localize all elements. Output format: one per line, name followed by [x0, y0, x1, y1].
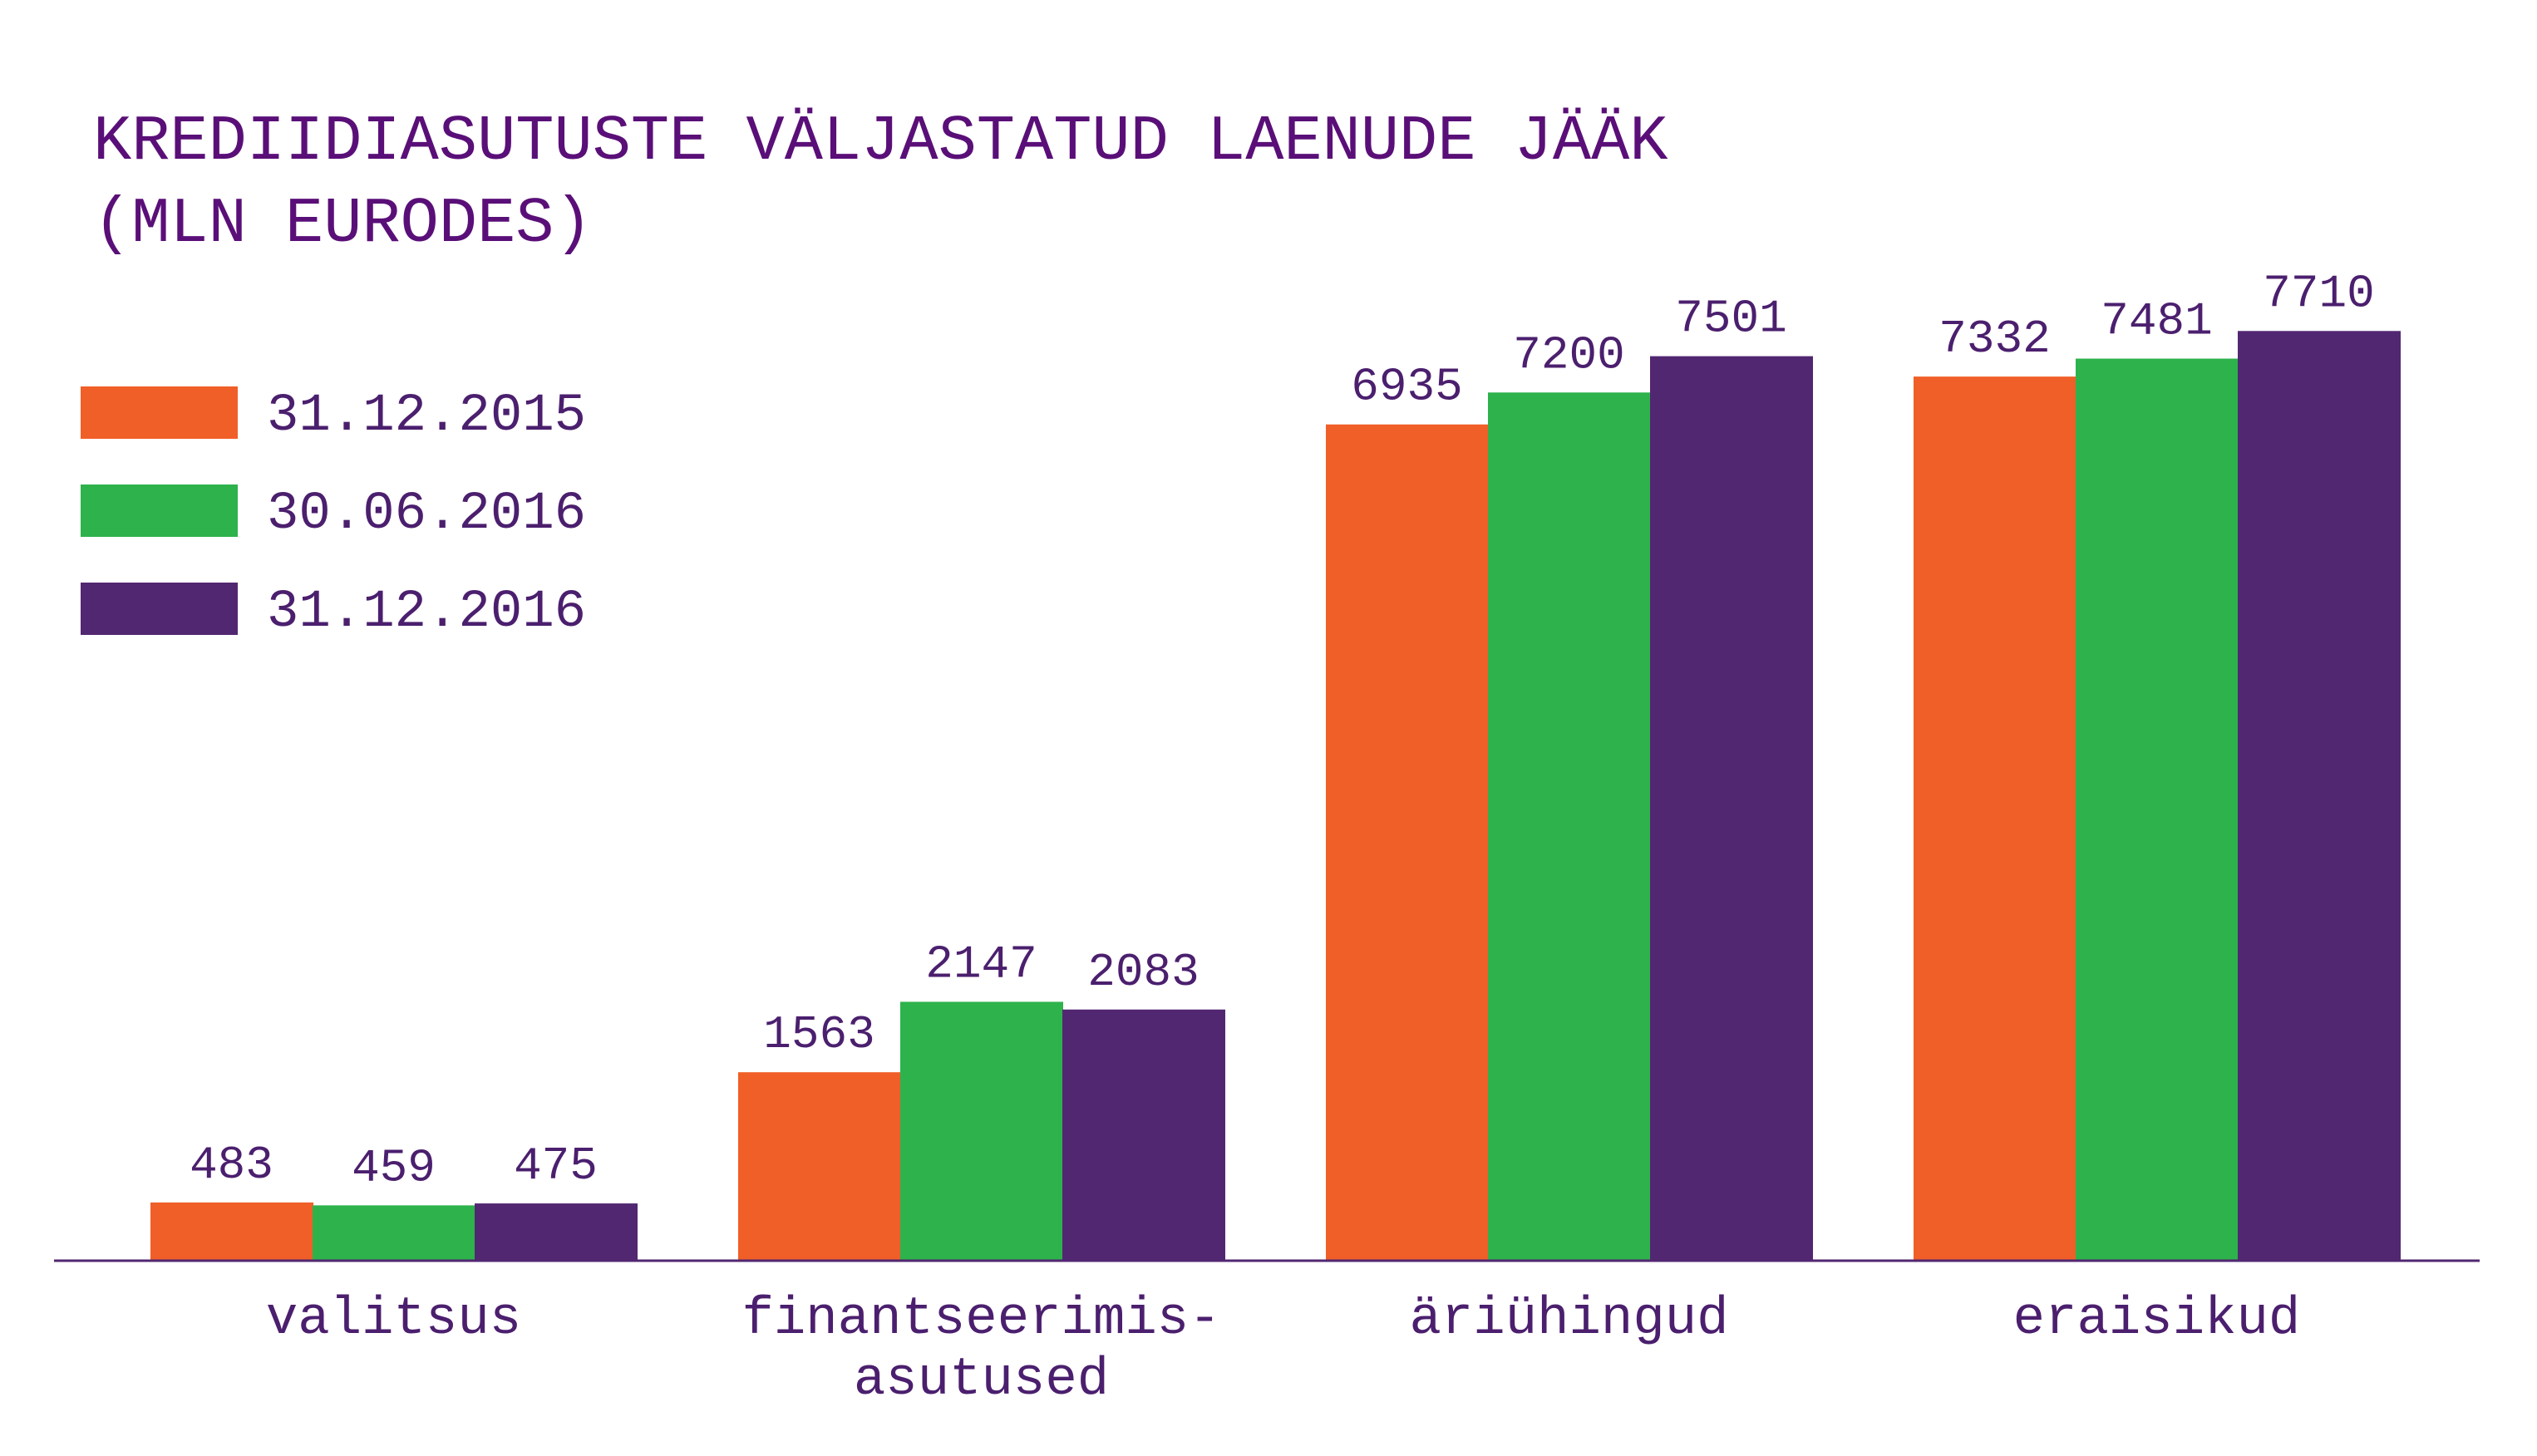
- legend-label: 31.12.2015: [267, 386, 586, 446]
- data-label: 1563: [763, 1008, 874, 1061]
- bar: [1914, 376, 2076, 1261]
- category-label: finantseerimis-: [741, 1290, 1220, 1350]
- bars: 483 1563 6935 7332 459 2147 7200 7481 475 2083 750…: [150, 267, 2401, 1262]
- bar: [900, 1001, 1063, 1261]
- legend-swatch: [81, 386, 238, 439]
- data-label: 2083: [1087, 946, 1199, 999]
- data-label: 483: [190, 1139, 273, 1192]
- legend-label: 30.06.2016: [267, 485, 586, 544]
- data-label: 7501: [1675, 293, 1786, 346]
- legend: 31.12.2015 30.06.2016 31.12.2016: [81, 386, 586, 642]
- category-label: valitsus: [266, 1290, 521, 1350]
- category-label: äriühingud: [1409, 1290, 1728, 1350]
- bar: [1062, 1009, 1225, 1261]
- legend-swatch: [81, 485, 238, 537]
- category-labels: valitsus finantseerimis-asutused äriühingu…: [266, 1290, 2300, 1410]
- legend-swatch: [81, 583, 238, 635]
- data-label: 2147: [925, 937, 1037, 991]
- data-label: 475: [514, 1139, 598, 1193]
- bar: [2238, 331, 2401, 1261]
- category-label: asutused: [854, 1350, 1109, 1410]
- bar: [738, 1072, 901, 1261]
- data-label: 6935: [1351, 361, 1462, 414]
- bar: [475, 1203, 638, 1261]
- data-label: 7332: [1938, 312, 2050, 366]
- category-label: eraisikud: [2013, 1290, 2301, 1350]
- bar: [313, 1205, 475, 1261]
- data-label: 7481: [2101, 295, 2212, 348]
- bar: [1326, 424, 1489, 1261]
- legend-label: 31.12.2016: [267, 583, 586, 642]
- bar: [150, 1202, 313, 1261]
- data-label: 7200: [1513, 328, 1624, 381]
- chart-title: KREDIIDIASUTUSTE VÄLJASTATUD LAENUDE JÄÄ…: [93, 106, 1668, 179]
- bar: [1650, 356, 1813, 1262]
- data-label: 7710: [2263, 267, 2374, 320]
- data-label: 459: [352, 1141, 436, 1194]
- bar: [2076, 358, 2239, 1262]
- bar: [1488, 392, 1651, 1261]
- chart-subtitle: (MLN EURODES): [93, 189, 593, 261]
